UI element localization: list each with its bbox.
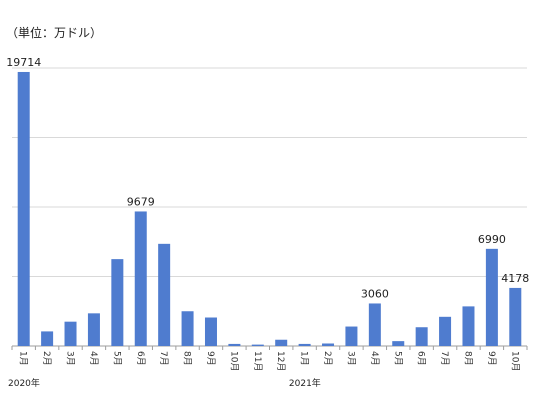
value-labels: 19714 9679 3060 6990 4178: [6, 56, 529, 300]
x-tick-label: 9月: [205, 351, 216, 366]
x-tick-label: 6月: [135, 351, 146, 366]
bar: [228, 343, 241, 346]
x-tick-label: 4月: [369, 351, 380, 366]
value-label: 9679: [127, 195, 155, 208]
x-tick-label: 6月: [416, 351, 427, 366]
bar: [509, 287, 522, 346]
x-tick-label: 12月: [275, 351, 286, 371]
x-tick-label: 10月: [509, 351, 520, 371]
year-label: 2021年: [289, 377, 321, 389]
x-tick-label: 5月: [392, 351, 403, 366]
bar: [368, 303, 381, 346]
bar: [322, 343, 335, 346]
year-label: 2020年: [8, 377, 40, 389]
value-label: 4178: [501, 272, 529, 285]
bar: [275, 339, 288, 346]
x-tick-label: 2月: [41, 351, 52, 366]
x-tick-label: 8月: [462, 351, 473, 366]
x-tick-label: 7月: [158, 351, 169, 366]
x-tick-label: 7月: [439, 351, 450, 366]
x-tick-label: 5月: [111, 351, 122, 366]
bar: [298, 343, 311, 346]
gridlines: [11, 67, 528, 350]
value-label: 3060: [361, 287, 389, 300]
bar: [64, 321, 77, 346]
x-tick-labels: 1月 2月 3月 4月 5月 6月 7月 8月 9月 10月 11月 12月 1月 2月 3月 4月 5月 6月 7…: [18, 351, 521, 371]
x-tick-label: 2月: [322, 351, 333, 366]
unit-label: （単位：万ドル）: [6, 25, 102, 40]
bar: [462, 306, 475, 346]
value-label: 19714: [6, 56, 41, 69]
bar: [204, 317, 217, 346]
x-tick-label: 1月: [299, 351, 310, 366]
bar: [134, 211, 147, 346]
x-tick-label: 1月: [18, 351, 29, 366]
bar: [17, 71, 30, 346]
x-tick-label: 11月: [252, 351, 263, 371]
x-tick-label: 4月: [88, 351, 99, 366]
bar: [392, 341, 405, 346]
bar: [415, 327, 428, 346]
bar: [41, 331, 54, 346]
bar: [181, 311, 194, 346]
x-tick-label: 9月: [486, 351, 497, 366]
x-tick-label: 8月: [182, 351, 193, 366]
bar: [485, 248, 498, 346]
bar: [87, 313, 100, 346]
bar: [158, 243, 171, 346]
x-tick-label: 10月: [228, 351, 239, 371]
bar: [251, 344, 264, 346]
x-tick-label: 3月: [345, 351, 356, 366]
year-labels: 2020年 2021年: [8, 377, 321, 389]
x-tick-label: 3月: [65, 351, 76, 366]
bar: [345, 326, 358, 346]
bar: [111, 259, 124, 346]
bars: [17, 71, 522, 346]
bar: [439, 316, 452, 346]
value-label: 6990: [478, 233, 506, 246]
